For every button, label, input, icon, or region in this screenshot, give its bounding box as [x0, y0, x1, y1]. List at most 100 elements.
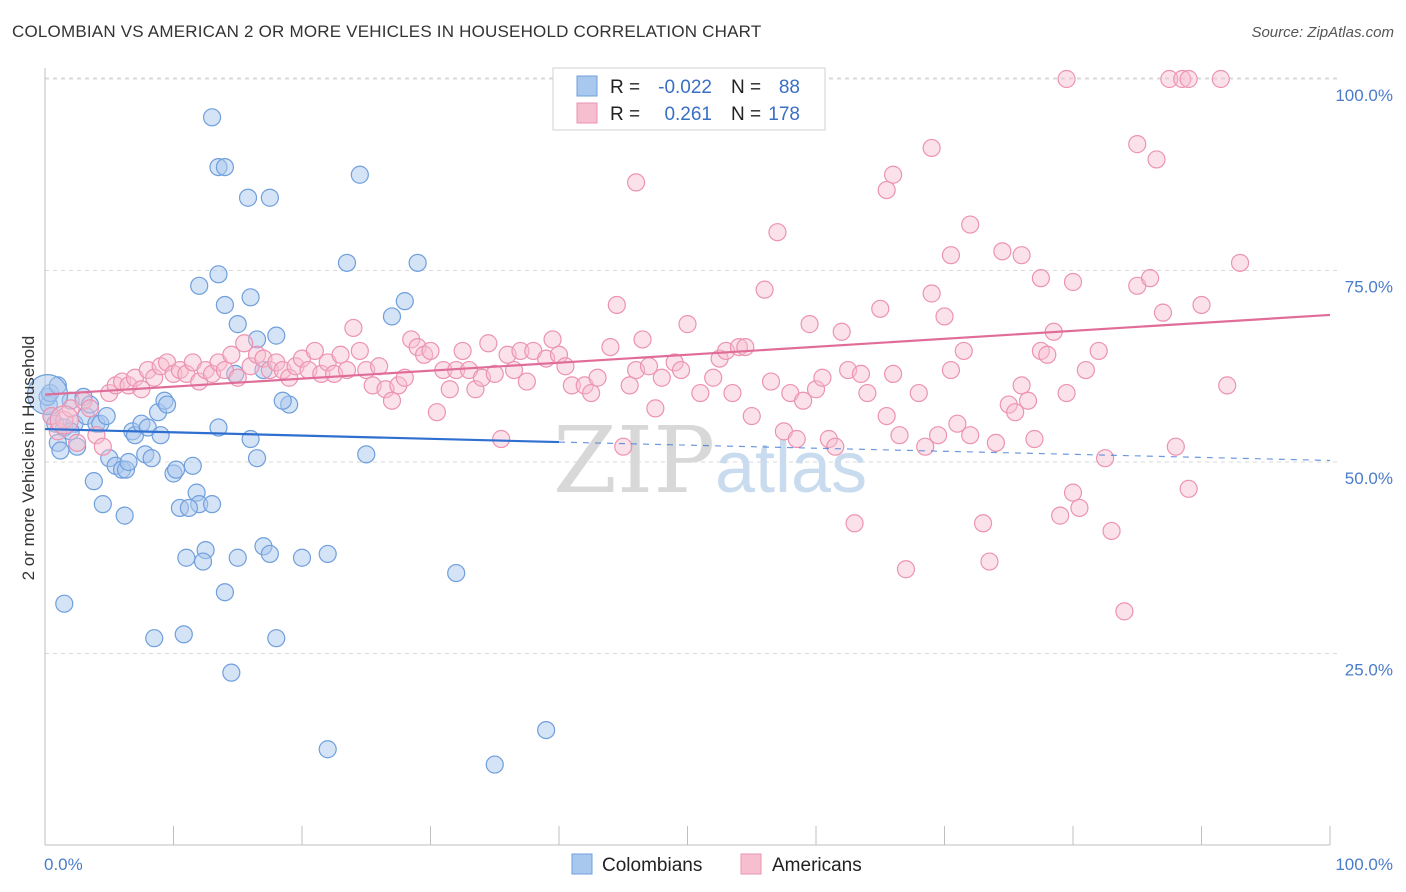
- colombian-point: [142, 449, 161, 468]
- american-point: [1102, 521, 1121, 541]
- legend-swatch-colombians: [576, 75, 598, 97]
- trend-line-americans: [44, 313, 1331, 396]
- y-tick-label-3: 25.0%: [1345, 661, 1393, 680]
- american-point: [1096, 449, 1115, 468]
- colombian-point: [222, 663, 241, 682]
- american-point: [80, 399, 100, 418]
- american-point: [1006, 403, 1025, 422]
- american-point: [1128, 135, 1147, 154]
- american-point: [1230, 253, 1250, 272]
- legend-swatch-americans: [576, 102, 598, 124]
- american-point: [935, 307, 954, 326]
- chart-title: COLOMBIAN VS AMERICAN 2 OR MORE VEHICLES…: [12, 22, 762, 41]
- colombian-point: [84, 472, 103, 491]
- american-point: [1025, 429, 1044, 449]
- colombian-point: [318, 544, 337, 564]
- colombian-point: [260, 544, 279, 564]
- legend-n-value-2: 178: [768, 104, 800, 125]
- american-point: [582, 383, 601, 403]
- trend-line-colombians-extension: [558, 441, 1331, 462]
- bottom-legend: Colombians Americans: [571, 853, 862, 876]
- colombian-point: [350, 165, 369, 184]
- colombian-point: [215, 157, 234, 177]
- american-cluster-point: [49, 405, 79, 435]
- colombian-point: [97, 406, 116, 426]
- american-point: [1147, 150, 1166, 169]
- american-point: [1218, 376, 1237, 395]
- colombian-point: [115, 506, 134, 525]
- american-point: [941, 360, 961, 380]
- american-point: [1070, 498, 1089, 518]
- watermark: ZIP atlas: [553, 407, 867, 514]
- american-point: [337, 360, 357, 380]
- american-point: [1166, 437, 1185, 456]
- watermark-zip: ZIP: [553, 407, 715, 514]
- american-point: [562, 376, 581, 395]
- american-point: [851, 364, 871, 384]
- american-point: [691, 383, 710, 403]
- american-point: [305, 341, 324, 361]
- american-point: [1211, 69, 1230, 89]
- american-point: [48, 422, 67, 441]
- american-point: [1179, 479, 1198, 498]
- american-point: [723, 383, 742, 403]
- american-point: [704, 368, 723, 387]
- y-tick-label-1: 75.0%: [1345, 278, 1393, 297]
- source-label: Source: ZipAtlas.com: [1251, 24, 1394, 41]
- colombian-point: [166, 460, 186, 479]
- american-point: [145, 368, 164, 387]
- colombian-point: [241, 288, 260, 307]
- american-point: [858, 383, 877, 403]
- tick-labels: 100.0% 75.0% 50.0% 25.0% 0.0% 100.0%: [44, 86, 1393, 874]
- american-point: [1051, 506, 1070, 525]
- american-point: [877, 406, 896, 426]
- american-point: [1076, 360, 1095, 380]
- american-point: [1160, 69, 1179, 89]
- american-point: [588, 368, 607, 387]
- american-point: [1115, 602, 1134, 621]
- colombian-point: [537, 720, 556, 740]
- american-point: [883, 364, 903, 384]
- american-point: [1057, 69, 1076, 89]
- american-point: [1192, 295, 1211, 315]
- axes: [44, 68, 1331, 846]
- colombian-point: [247, 449, 267, 468]
- y-tick-label-2: 50.0%: [1345, 469, 1393, 488]
- colombian-point: [238, 188, 258, 207]
- bottom-legend-swatch-americans: [740, 853, 762, 875]
- american-point: [877, 180, 896, 200]
- american-point: [620, 376, 639, 395]
- american-point: [556, 357, 575, 376]
- colombian-point: [357, 445, 376, 464]
- legend-n-value-1: 88: [779, 77, 800, 98]
- colombian-point: [273, 391, 292, 410]
- american-point: [941, 246, 961, 265]
- american-point: [986, 433, 1006, 452]
- american-point: [350, 341, 369, 361]
- american-point: [832, 322, 851, 341]
- colombian-point: [408, 253, 427, 272]
- american-point: [1173, 69, 1192, 89]
- colombian-point: [215, 295, 234, 315]
- colombian-point: [177, 548, 196, 567]
- series-americans: [42, 69, 1250, 621]
- american-point: [280, 368, 299, 387]
- american-point: [845, 514, 864, 533]
- american-point: [1063, 272, 1083, 292]
- american-point: [678, 315, 697, 334]
- colombian-point: [209, 418, 228, 437]
- series-colombians: [26, 108, 556, 774]
- american-point: [382, 391, 402, 410]
- colombian-point: [183, 456, 202, 475]
- x-tick-label-1: 100.0%: [1335, 855, 1393, 874]
- colombian-point: [215, 583, 234, 602]
- american-point: [826, 437, 845, 456]
- colombian-point: [51, 441, 70, 460]
- american-point: [93, 437, 112, 456]
- colombian-point: [337, 253, 357, 272]
- american-point: [427, 403, 447, 422]
- colombian-point: [260, 188, 279, 207]
- american-point: [1018, 391, 1038, 410]
- american-point: [235, 334, 254, 353]
